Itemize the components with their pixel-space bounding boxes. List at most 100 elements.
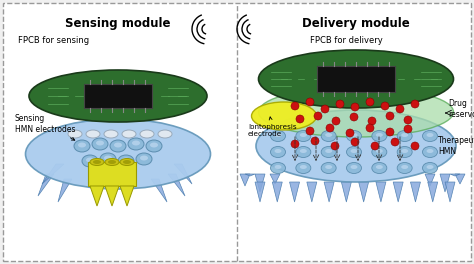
Text: Sensing module: Sensing module	[65, 17, 171, 30]
Ellipse shape	[128, 138, 144, 150]
Circle shape	[351, 103, 359, 111]
Ellipse shape	[401, 133, 408, 137]
Polygon shape	[359, 182, 369, 202]
Polygon shape	[393, 182, 403, 202]
Ellipse shape	[372, 147, 387, 158]
Ellipse shape	[321, 163, 336, 173]
Ellipse shape	[78, 143, 86, 148]
Polygon shape	[168, 174, 185, 196]
Text: Sensing
HMN electrodes: Sensing HMN electrodes	[15, 114, 75, 140]
Circle shape	[314, 112, 322, 120]
Ellipse shape	[422, 130, 438, 142]
Ellipse shape	[300, 149, 307, 153]
Polygon shape	[255, 182, 265, 202]
Ellipse shape	[108, 160, 116, 164]
Circle shape	[368, 117, 376, 125]
Ellipse shape	[321, 147, 336, 158]
Ellipse shape	[68, 130, 82, 138]
Ellipse shape	[123, 160, 131, 164]
Text: Delivery module: Delivery module	[302, 17, 410, 30]
FancyBboxPatch shape	[88, 162, 136, 186]
Ellipse shape	[258, 87, 454, 137]
Ellipse shape	[376, 133, 383, 137]
Text: FPCB for sensing: FPCB for sensing	[18, 36, 89, 45]
Ellipse shape	[122, 158, 130, 163]
Ellipse shape	[110, 140, 126, 152]
Ellipse shape	[427, 149, 434, 153]
Ellipse shape	[96, 140, 104, 145]
Ellipse shape	[372, 163, 387, 173]
Ellipse shape	[325, 149, 332, 153]
Ellipse shape	[256, 110, 456, 182]
Ellipse shape	[271, 147, 285, 158]
Ellipse shape	[120, 158, 134, 166]
Ellipse shape	[86, 130, 100, 138]
Ellipse shape	[427, 133, 434, 137]
Ellipse shape	[26, 119, 210, 189]
Circle shape	[411, 100, 419, 108]
Ellipse shape	[100, 153, 116, 165]
Polygon shape	[270, 174, 280, 184]
Ellipse shape	[93, 160, 101, 164]
Ellipse shape	[325, 133, 332, 137]
Text: Therapeutic-
HMN: Therapeutic- HMN	[438, 136, 474, 156]
Ellipse shape	[29, 70, 207, 122]
Ellipse shape	[300, 165, 307, 169]
Circle shape	[396, 105, 404, 113]
Polygon shape	[42, 164, 64, 184]
FancyBboxPatch shape	[3, 3, 471, 261]
Ellipse shape	[274, 165, 282, 169]
Circle shape	[386, 112, 394, 120]
Ellipse shape	[92, 138, 108, 150]
Circle shape	[391, 138, 399, 146]
Circle shape	[306, 127, 314, 135]
Text: Iontophoresis
electrode: Iontophoresis electrode	[248, 117, 297, 136]
Circle shape	[311, 137, 319, 145]
Polygon shape	[174, 164, 192, 184]
Circle shape	[350, 113, 358, 121]
Polygon shape	[425, 174, 435, 186]
Polygon shape	[120, 186, 134, 206]
Ellipse shape	[86, 158, 94, 163]
Ellipse shape	[422, 163, 438, 173]
Ellipse shape	[140, 155, 148, 161]
Circle shape	[381, 102, 389, 110]
Polygon shape	[272, 182, 283, 202]
Circle shape	[351, 138, 359, 146]
Polygon shape	[324, 182, 334, 202]
Ellipse shape	[158, 130, 172, 138]
Ellipse shape	[346, 130, 362, 142]
Ellipse shape	[397, 147, 412, 158]
Polygon shape	[255, 174, 265, 192]
Ellipse shape	[118, 155, 134, 167]
Circle shape	[386, 128, 394, 136]
Ellipse shape	[274, 133, 282, 137]
Text: Drug
reservoir: Drug reservoir	[448, 99, 474, 119]
Polygon shape	[445, 182, 455, 202]
Ellipse shape	[376, 149, 383, 153]
Polygon shape	[90, 186, 104, 206]
Ellipse shape	[350, 133, 357, 137]
Polygon shape	[307, 182, 317, 202]
Ellipse shape	[350, 165, 357, 169]
Ellipse shape	[321, 130, 336, 142]
FancyBboxPatch shape	[317, 66, 395, 92]
Circle shape	[306, 98, 314, 106]
Ellipse shape	[296, 163, 311, 173]
Ellipse shape	[252, 102, 317, 130]
Ellipse shape	[401, 149, 408, 153]
Ellipse shape	[136, 153, 152, 165]
Ellipse shape	[397, 163, 412, 173]
Ellipse shape	[105, 158, 119, 166]
Circle shape	[326, 124, 334, 132]
Circle shape	[404, 125, 412, 133]
Polygon shape	[455, 174, 465, 184]
Circle shape	[404, 116, 412, 124]
Ellipse shape	[372, 130, 387, 142]
Polygon shape	[440, 174, 450, 192]
Ellipse shape	[296, 147, 311, 158]
Circle shape	[321, 105, 329, 113]
Ellipse shape	[376, 165, 383, 169]
Ellipse shape	[296, 130, 311, 142]
Circle shape	[371, 142, 379, 150]
